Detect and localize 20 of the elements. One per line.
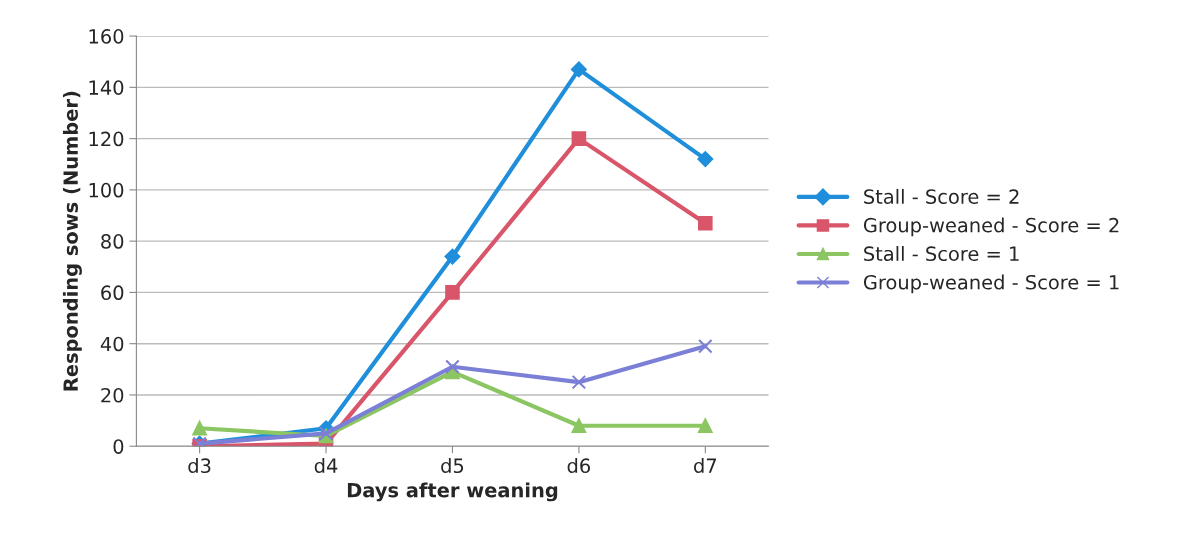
- x-tick-label: d4: [314, 458, 338, 474]
- y-tick-label: 80: [101, 234, 124, 249]
- y-axis-title: Responding sows (Number): [62, 91, 82, 391]
- x-tick-label: d5: [441, 458, 464, 474]
- x-tick-label: d3: [188, 458, 211, 474]
- x-tick-label: d6: [567, 458, 591, 474]
- y-tick-label: 120: [89, 131, 124, 147]
- legend-label: Group-weaned - Score = 1: [863, 274, 1119, 294]
- x-tick-label: d7: [694, 458, 717, 474]
- x-axis-title: Days after weaning: [347, 482, 558, 502]
- y-tick-label: 20: [101, 387, 124, 403]
- y-tick-label: 0: [113, 439, 124, 454]
- y-tick-label: 40: [100, 336, 124, 352]
- legend-label: Stall - Score = 1: [864, 246, 1019, 262]
- legend-label: Group-weaned - Score = 2: [863, 217, 1119, 237]
- y-tick-label: 60: [101, 285, 124, 301]
- y-tick-label: 140: [89, 80, 124, 96]
- y-tick-label: 160: [89, 29, 124, 44]
- legend-label: Stall - Score = 2: [864, 188, 1019, 204]
- y-tick-label: 100: [89, 182, 124, 198]
